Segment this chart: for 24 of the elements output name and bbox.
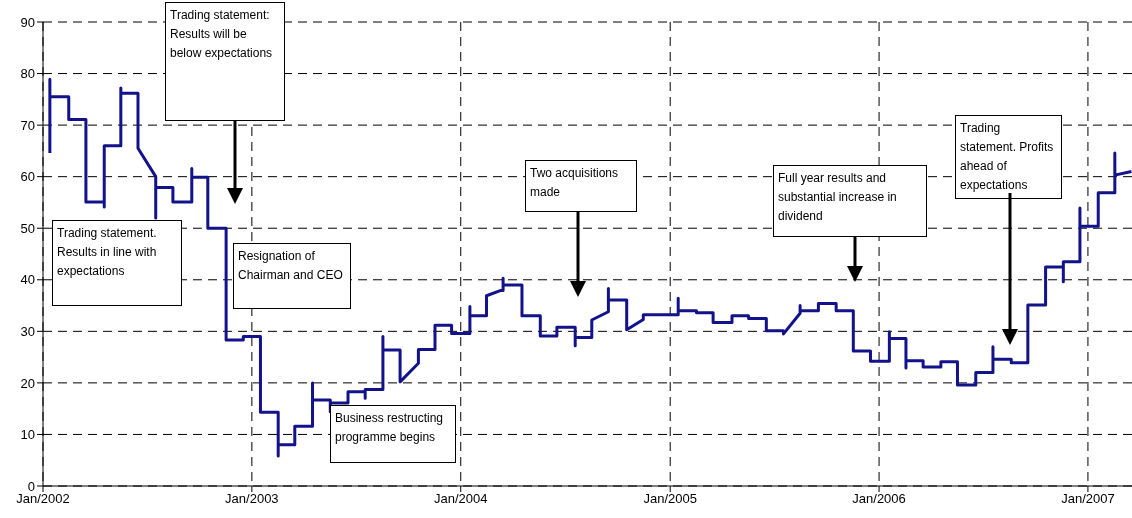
y-tick-label: 70 <box>20 117 35 133</box>
note-box: Business restructing programme begins <box>330 405 456 463</box>
x-tick-label: Jan/2004 <box>434 491 488 507</box>
x-tick-label: Jan/2003 <box>225 491 279 507</box>
line-series <box>48 77 1132 458</box>
note-box: Resignation of Chairman and CEO <box>233 243 351 309</box>
note-box: Trading statement. Profits ahead of expectations <box>955 115 1062 199</box>
x-tick-label: Jan/2005 <box>643 491 697 507</box>
y-tick-label: 20 <box>20 375 35 391</box>
y-tick-label: 0 <box>27 478 35 494</box>
x-tick-label: Jan/2002 <box>16 491 70 507</box>
note-box: Trading statement. Results in line with expectations <box>52 220 182 306</box>
note-box: Trading statement: Results will be below expectations <box>165 2 285 121</box>
note-box: Two acquisitions made <box>525 160 637 212</box>
y-tick-label: 30 <box>20 323 35 339</box>
y-tick-label: 10 <box>20 427 35 443</box>
y-tick-label: 40 <box>20 272 35 288</box>
x-tick-label: Jan/2007 <box>1061 491 1115 507</box>
y-tick-label: 60 <box>20 169 35 185</box>
x-tick-label: Jan/2006 <box>852 491 906 507</box>
note-box: Full year results and substantial increase in dividend <box>773 165 927 237</box>
y-tick-label: 80 <box>20 66 35 82</box>
y-tick-label: 90 <box>20 14 35 30</box>
y-tick-label: 50 <box>20 220 35 236</box>
